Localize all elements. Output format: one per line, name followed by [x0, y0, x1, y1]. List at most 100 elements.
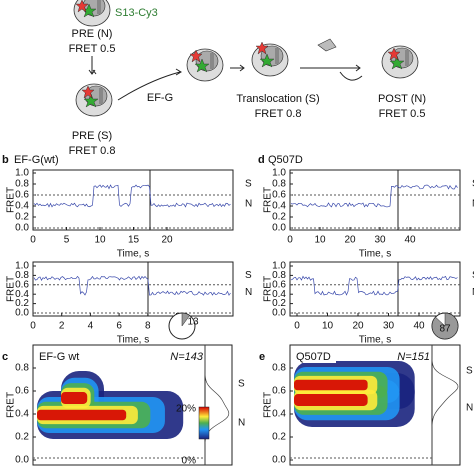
state-name: POST (N) — [378, 93, 426, 105]
y-tick-label: 0.8 — [272, 179, 286, 190]
y-tick-label: 0.8 — [272, 363, 286, 374]
panel-title: EF-G(wt) — [14, 154, 59, 166]
x-tick-label: 8 — [145, 321, 151, 332]
pie-wedge — [431, 312, 459, 340]
y-tick-label: 0.6 — [272, 386, 286, 397]
y-tick-label: 0.0 — [272, 308, 286, 319]
panel-letter: e — [259, 351, 265, 363]
histogram — [204, 345, 230, 465]
y-label: FRET — [263, 392, 274, 418]
y-tick-label: 1.0 — [272, 261, 286, 272]
state-name: PRE (S) — [72, 130, 112, 142]
y-tick-label: 0.4 — [15, 289, 29, 300]
y-tick-label: 0.8 — [15, 179, 29, 190]
trace-frame — [32, 169, 234, 231]
hist-frame — [204, 344, 233, 466]
state-fret: FRET 0.5 — [69, 43, 116, 55]
panel-letter: c — [2, 351, 8, 363]
title-box — [294, 350, 336, 363]
y-label: FRET — [263, 187, 274, 213]
x-label: Time, s — [117, 249, 149, 260]
x-label: Time, s — [117, 335, 149, 346]
count-label: N=151 — [397, 351, 430, 363]
heatmap — [33, 345, 205, 465]
y-tick-label: 0.6 — [272, 279, 286, 290]
state-fret: FRET 0.5 — [379, 108, 426, 120]
x-tick-label: 40 — [404, 235, 416, 246]
colorbar-label: 20% — [176, 404, 196, 415]
trace — [33, 184, 231, 208]
state-label: S — [238, 379, 245, 390]
y-label: FRET — [6, 276, 17, 302]
x-tick-label: 20 — [344, 235, 356, 246]
colorbar-label: 0% — [182, 456, 197, 467]
y-tick-label: 0.2 — [272, 432, 286, 443]
panel-title: Q507D — [296, 351, 331, 363]
trace — [290, 275, 458, 296]
y-tick-label: 0.2 — [272, 212, 286, 223]
panel-letter: b — [2, 154, 9, 166]
y-tick-label: 0.0 — [15, 308, 29, 319]
y-tick-label: 0.4 — [272, 289, 286, 300]
y-tick-label: 1.0 — [15, 168, 29, 179]
x-tick-label: 15 — [128, 235, 140, 246]
state-label: N — [238, 418, 245, 429]
y-tick-label: 1.0 — [272, 168, 286, 179]
state-fret: FRET 0.8 — [69, 145, 116, 157]
panel-letter: d — [258, 154, 265, 166]
x-label: Time, s — [359, 335, 391, 346]
y-tick-label: 0.4 — [272, 409, 286, 420]
y-tick-label: 0.4 — [272, 201, 286, 212]
x-tick-label: 20 — [352, 321, 364, 332]
state-label: N — [466, 403, 473, 414]
heat-band — [294, 394, 368, 406]
state-label: S — [245, 179, 252, 190]
y-tick-label: 0.6 — [272, 190, 286, 201]
trace-frame — [32, 261, 234, 317]
x-tick-label: 30 — [383, 321, 395, 332]
state-label: S — [472, 270, 474, 281]
trace-frame — [289, 261, 461, 317]
x-tick-label: 0 — [294, 321, 300, 332]
colorbar — [198, 406, 210, 440]
trace — [33, 275, 231, 296]
pie-label: 87 — [439, 324, 451, 335]
x-tick-label: 30 — [374, 235, 386, 246]
y-tick-label: 0.2 — [15, 298, 29, 309]
dye-label: S13-Cy3 — [115, 7, 158, 19]
heat-band — [294, 379, 368, 391]
y-tick-label: 0.8 — [15, 363, 29, 374]
pie-wedge — [181, 312, 190, 327]
x-tick-label: 0 — [287, 235, 293, 246]
y-tick-label: 0.6 — [15, 190, 29, 201]
pie-label: 13 — [187, 317, 199, 328]
x-label: Time, s — [359, 249, 391, 260]
y-tick-label: 0.2 — [15, 212, 29, 223]
y-tick-label: 1.0 — [15, 261, 29, 272]
y-tick-label: 0.4 — [15, 409, 29, 420]
trace — [290, 184, 458, 208]
state-label: S — [245, 270, 252, 281]
histogram — [431, 345, 459, 465]
y-tick-label: 0.2 — [272, 298, 286, 309]
y-tick-label: 0.8 — [272, 270, 286, 281]
y-tick-label: 0.0 — [15, 455, 29, 466]
schematic — [73, 0, 419, 117]
panel-title: EF-G wt — [39, 351, 79, 363]
heat-band — [37, 409, 127, 421]
x-tick-label: 6 — [116, 321, 122, 332]
state-label: N — [245, 287, 252, 298]
state-label: N — [472, 287, 474, 298]
panels: PRE (N) FRET 0.5 PRE (S) FRET 0.8 Translocat… — [2, 28, 474, 467]
y-tick-label: 0.6 — [15, 279, 29, 290]
x-tick-label: 40 — [413, 321, 425, 332]
y-tick-label: 0.0 — [272, 223, 286, 234]
x-tick-label: 10 — [94, 235, 106, 246]
count-label: N=143 — [170, 351, 204, 363]
y-tick-label: 0.8 — [15, 270, 29, 281]
panel-title: Q507D — [268, 154, 303, 166]
y-tick-label: 0.4 — [15, 201, 29, 212]
y-tick-label: 0.6 — [15, 386, 29, 397]
x-tick-label: 0 — [30, 321, 36, 332]
